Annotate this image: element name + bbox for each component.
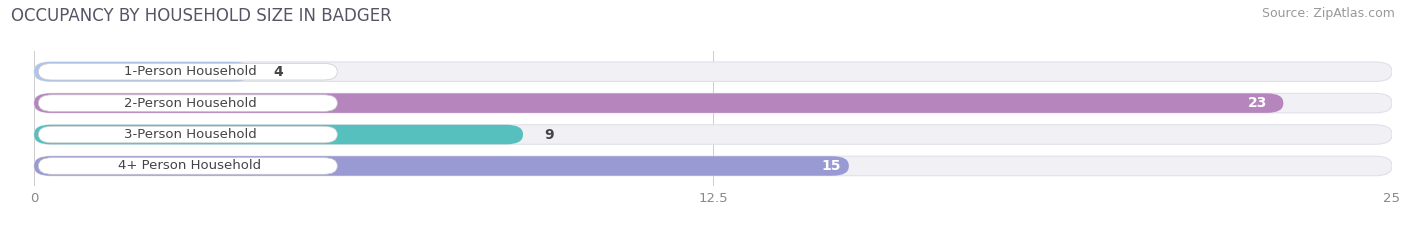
FancyBboxPatch shape bbox=[38, 158, 337, 174]
FancyBboxPatch shape bbox=[34, 125, 1392, 144]
Text: OCCUPANCY BY HOUSEHOLD SIZE IN BADGER: OCCUPANCY BY HOUSEHOLD SIZE IN BADGER bbox=[11, 7, 392, 25]
Text: 4+ Person Household: 4+ Person Household bbox=[118, 159, 262, 172]
Text: 4: 4 bbox=[273, 65, 283, 79]
Text: 2-Person Household: 2-Person Household bbox=[124, 97, 256, 110]
FancyBboxPatch shape bbox=[38, 63, 337, 80]
Text: 3-Person Household: 3-Person Household bbox=[124, 128, 256, 141]
Text: Source: ZipAtlas.com: Source: ZipAtlas.com bbox=[1261, 7, 1395, 20]
FancyBboxPatch shape bbox=[34, 93, 1284, 113]
FancyBboxPatch shape bbox=[34, 156, 849, 176]
FancyBboxPatch shape bbox=[34, 125, 523, 144]
FancyBboxPatch shape bbox=[34, 156, 1392, 176]
FancyBboxPatch shape bbox=[34, 62, 252, 81]
Text: 1-Person Household: 1-Person Household bbox=[124, 65, 256, 78]
FancyBboxPatch shape bbox=[34, 62, 1392, 81]
FancyBboxPatch shape bbox=[38, 95, 337, 111]
Text: 23: 23 bbox=[1247, 96, 1267, 110]
Text: 9: 9 bbox=[544, 127, 554, 141]
FancyBboxPatch shape bbox=[34, 93, 1392, 113]
Text: 15: 15 bbox=[821, 159, 841, 173]
FancyBboxPatch shape bbox=[38, 126, 337, 143]
